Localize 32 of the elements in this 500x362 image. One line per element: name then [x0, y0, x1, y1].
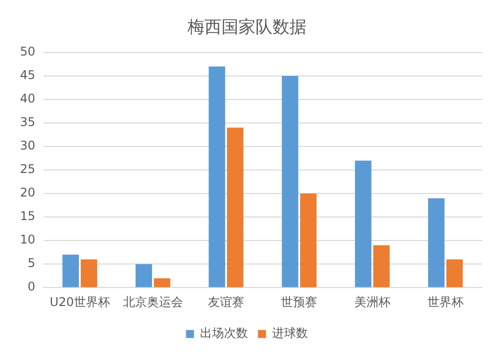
- legend-label: 出场次数: [200, 326, 248, 340]
- chart-title: 梅西国家队数据: [186, 18, 306, 38]
- x-tick-label: 世界杯: [427, 294, 464, 309]
- y-tick-label: 50: [20, 44, 36, 59]
- y-tick-label: 0: [28, 280, 36, 294]
- bar: [208, 66, 226, 288]
- bar: [428, 198, 445, 288]
- x-tick-label: 美洲杯: [354, 294, 390, 309]
- x-tick-label: 北京奥运会: [122, 294, 183, 309]
- bar: [154, 278, 170, 288]
- bar: [446, 259, 463, 288]
- y-tick-label: 5: [28, 256, 36, 270]
- bar: [62, 254, 79, 288]
- y-tick-label: 10: [20, 232, 36, 247]
- bar: [354, 160, 372, 288]
- y-tick-label: 25: [20, 162, 36, 176]
- y-tick-label: 20: [20, 186, 36, 200]
- y-tick-label: 30: [20, 138, 36, 153]
- legend-label: 进球数: [272, 326, 308, 340]
- bar: [80, 259, 98, 288]
- bar: [282, 76, 298, 288]
- y-tick-label: 35: [20, 115, 36, 130]
- y-tick-label: 40: [20, 92, 36, 106]
- x-tick-label: 世预赛: [281, 294, 318, 309]
- x-tick-label: U20世界杯: [50, 294, 110, 309]
- y-tick-label: 15: [20, 209, 36, 224]
- bar: [226, 128, 244, 288]
- bar: [300, 194, 317, 288]
- y-tick-label: 45: [20, 68, 36, 82]
- x-tick-label: 友谊赛: [208, 294, 244, 309]
- bar: [136, 264, 152, 288]
- bar: [373, 245, 390, 288]
